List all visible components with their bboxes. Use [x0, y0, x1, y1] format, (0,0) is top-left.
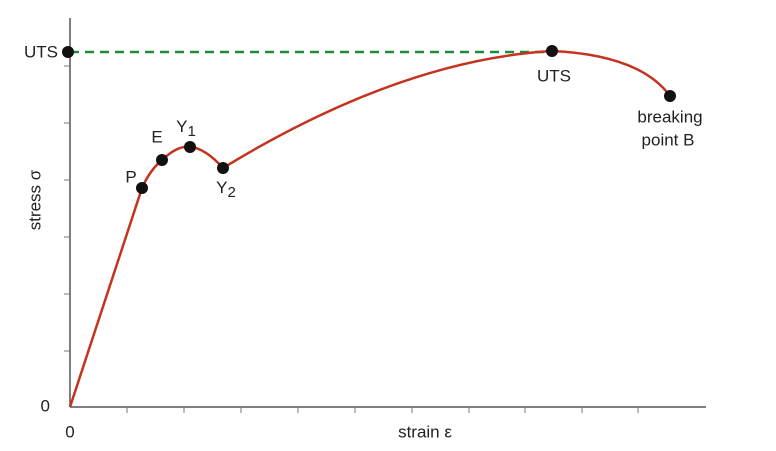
y-axis-label: stress σ [25, 169, 44, 230]
point-label-subscript: 2 [228, 184, 236, 201]
point-dot [217, 162, 229, 174]
point-label: UTS [537, 66, 571, 85]
x-origin-label: 0 [65, 422, 74, 441]
point-label: breaking [637, 107, 702, 126]
point-label: Y1 [176, 117, 196, 139]
y-origin-label: 0 [41, 396, 50, 415]
point-label-subscript: 1 [188, 123, 196, 140]
point-label: point B [642, 130, 695, 149]
y-level-label: UTS [24, 42, 58, 61]
point-dot [546, 45, 558, 57]
points [62, 45, 676, 194]
x-axis-label: strain ε [398, 422, 452, 441]
point-dot [664, 90, 676, 102]
point-label: E [151, 127, 162, 146]
point-label: P [125, 167, 136, 186]
point-label: Y2 [216, 178, 236, 200]
point-dot [136, 182, 148, 194]
stress-strain-curve [68, 49, 672, 408]
x-ticks [126, 407, 639, 413]
point-label-main: Y [216, 178, 227, 197]
point-label-main: Y [176, 117, 187, 136]
y-ticks [64, 65, 70, 352]
uts-axis-dot [62, 46, 74, 58]
point-dot [156, 154, 168, 166]
point-dot [184, 141, 196, 153]
